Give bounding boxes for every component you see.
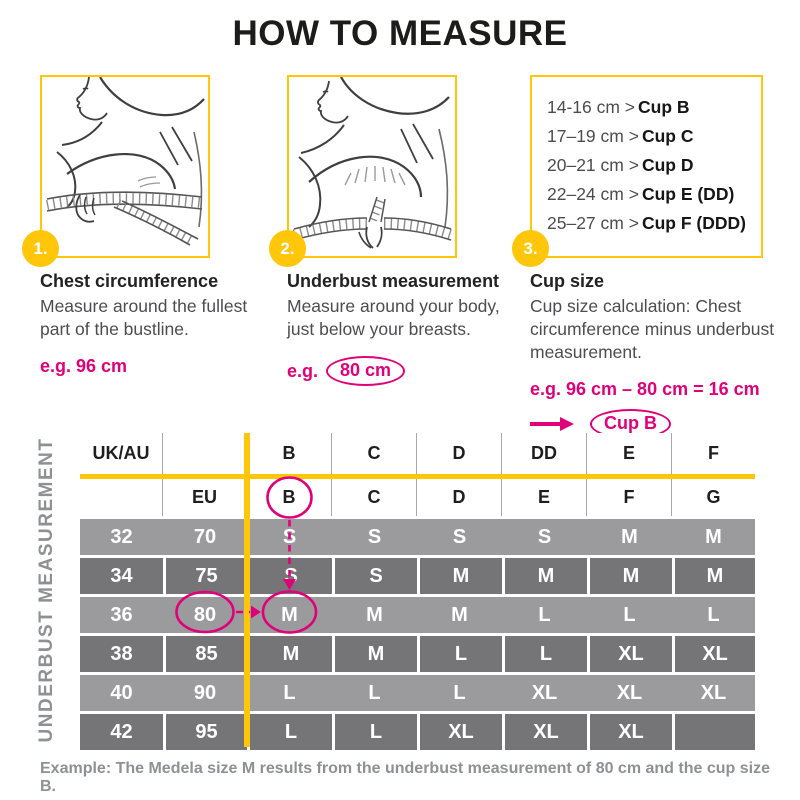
underbust-illustration-panel	[287, 75, 457, 258]
table-row-42: 42 95 L L XL XL XL	[80, 714, 755, 750]
underbust-measurement-axis-label: UNDERBUST MEASUREMENT	[36, 437, 57, 743]
step-2-body: Measure around your body, just below you…	[287, 296, 500, 339]
step-3-badge: 3.	[512, 230, 549, 267]
table-header-eu: EU B C D E F G	[80, 479, 755, 516]
step-1-text: Chest circumference Measure around the f…	[40, 271, 280, 377]
step-1-heading: Chest circumference	[40, 271, 219, 291]
pink-arrow-icon	[530, 417, 574, 431]
step-2-badge: 2.	[269, 230, 306, 267]
footer-example-text: Example: The Medela size M results from …	[40, 760, 770, 795]
chest-measure-illustration	[46, 77, 205, 247]
table-row-34: 34 75 S S M M M M	[80, 558, 755, 594]
step-3-text: Cup size Cup size calculation: Chest cir…	[530, 271, 775, 439]
table-row-40: 40 90 L L L XL XL XL	[80, 675, 755, 711]
cup-chart-line: 17–19 cm > Cup C	[547, 126, 694, 146]
step-2-text: Underbust measurement Measure around you…	[287, 271, 527, 386]
yellow-divider-line	[80, 474, 755, 479]
step-3-example: e.g. 96 cm – 80 cm = 16 cm	[530, 379, 760, 399]
table-header-ukau: UK/AU B C D DD E F	[80, 433, 755, 474]
yellow-divider-line-vertical	[244, 433, 250, 747]
underbust-measure-illustration	[292, 77, 453, 249]
table-row-38: 38 85 M M L L XL XL	[80, 636, 755, 672]
step-2-heading: Underbust measurement	[287, 271, 500, 291]
step-2-example: e.g. 80 cm	[287, 356, 527, 386]
cup-chart-line: 20–21 cm > Cup D	[547, 155, 694, 175]
highlight-oval-80cm: 80 cm	[326, 356, 406, 386]
step-3-heading: Cup size	[530, 271, 605, 291]
cup-size-chart-panel: 14-16 cm > Cup B 17–19 cm > Cup C 20–21 cm…	[530, 75, 763, 258]
cup-chart-line: 25–27 cm > Cup F (DDD)	[547, 213, 746, 233]
table-row-36: 36 80 M M M L L L	[80, 597, 755, 633]
step-1-body: Measure around the fullest part of the b…	[40, 296, 248, 339]
step-1-example: e.g. 96 cm	[40, 356, 128, 376]
step-3-result: Cup B	[530, 409, 775, 439]
table-row-32: 32 70 S S S S M M	[80, 519, 755, 555]
step-3-body: Cup size calculation: Chest circumferenc…	[530, 296, 775, 362]
size-table: UK/AU B C D DD E F EU B C D E F G 32 70 …	[80, 433, 755, 750]
step-1-badge: 1.	[22, 230, 59, 267]
page-title: HOW TO MEASURE	[232, 14, 568, 53]
cup-chart-line: 14-16 cm > Cup B	[547, 97, 690, 117]
chest-illustration-panel	[40, 75, 210, 258]
cup-chart-line: 22–24 cm > Cup E (DD)	[547, 184, 735, 204]
